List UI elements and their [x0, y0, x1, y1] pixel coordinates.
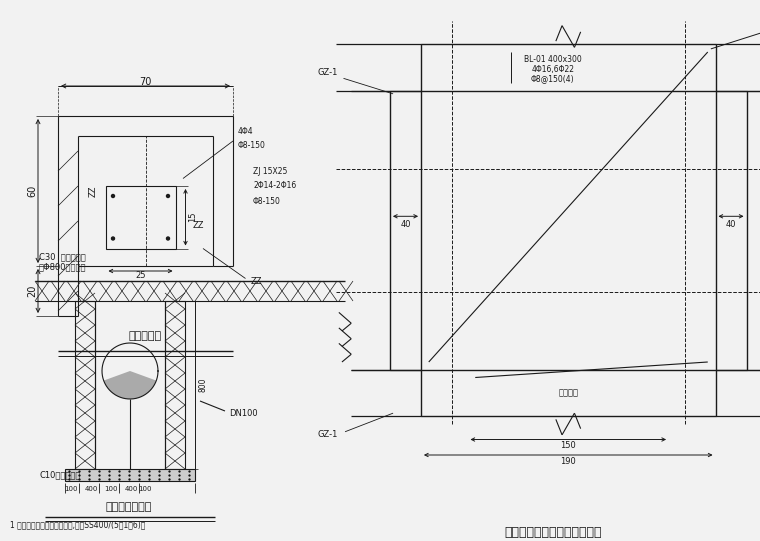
Text: 40: 40: [726, 220, 736, 229]
Text: 100: 100: [65, 486, 78, 492]
Text: ZZ: ZZ: [88, 185, 97, 197]
Circle shape: [166, 237, 169, 240]
Text: Φ8-150: Φ8-150: [238, 142, 266, 150]
Text: 给水管支架: 给水管支架: [129, 331, 162, 341]
Text: C30  混凝土井圈: C30 混凝土井圈: [39, 253, 86, 261]
Text: 100: 100: [104, 486, 118, 492]
Text: 消火栓井大样图: 消火栓井大样图: [106, 502, 152, 512]
Text: C10混凝土基础: C10混凝土基础: [39, 471, 81, 479]
Text: 1 消火栓采用以下不锈钢阀杆,型号SS400/(5、1、6)型: 1 消火栓采用以下不锈钢阀杆,型号SS400/(5、1、6)型: [10, 520, 145, 529]
Bar: [65, 469, 195, 481]
Text: 或Φ800铸铁井圈: 或Φ800铸铁井圈: [39, 262, 87, 272]
Text: 400: 400: [84, 486, 98, 492]
Text: ZZ: ZZ: [251, 276, 262, 286]
Text: Φ8-150: Φ8-150: [253, 196, 281, 206]
Text: 40: 40: [401, 220, 410, 229]
Circle shape: [166, 195, 169, 197]
Text: 400: 400: [125, 486, 138, 492]
Text: 20: 20: [27, 285, 37, 297]
Text: 25: 25: [135, 272, 146, 280]
Text: GZ-1: GZ-1: [318, 68, 338, 77]
Text: GZ-1: GZ-1: [318, 430, 338, 439]
Text: 150: 150: [560, 441, 576, 450]
Circle shape: [112, 237, 115, 240]
Text: 190: 190: [560, 457, 576, 465]
Bar: [75, 301, 95, 469]
Text: 100: 100: [138, 486, 152, 492]
Text: BL-01 400x300: BL-01 400x300: [524, 55, 581, 64]
Bar: [715, 91, 746, 370]
Text: Φ8@150(4): Φ8@150(4): [531, 74, 575, 83]
Wedge shape: [103, 371, 157, 399]
Bar: [165, 301, 185, 469]
Text: ZZ: ZZ: [192, 221, 204, 230]
Text: 2Φ14-2Φ16: 2Φ14-2Φ16: [253, 181, 296, 190]
Text: DN100: DN100: [229, 408, 258, 418]
Bar: [390, 91, 421, 370]
Text: 4Φ4: 4Φ4: [238, 127, 254, 135]
Bar: [421, 370, 715, 416]
Circle shape: [112, 195, 115, 197]
Text: 共用管沟: 共用管沟: [559, 388, 578, 398]
Text: ZJ 15X25: ZJ 15X25: [253, 167, 287, 175]
Bar: [421, 44, 715, 91]
Text: 70: 70: [139, 77, 152, 87]
Text: 15: 15: [188, 212, 198, 222]
Text: 共用管沟交叉处顶板配筋大样: 共用管沟交叉处顶板配筋大样: [504, 526, 601, 539]
Text: 800: 800: [198, 378, 207, 392]
Text: 4Φ16,6Φ22: 4Φ16,6Φ22: [531, 64, 575, 74]
Bar: [106, 186, 176, 248]
Text: 60: 60: [27, 185, 37, 197]
